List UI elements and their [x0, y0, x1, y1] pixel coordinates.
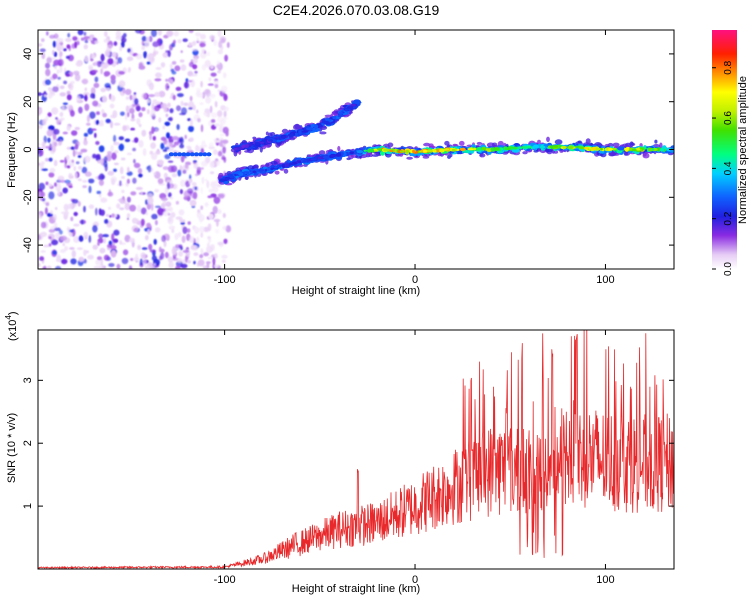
snr-y-multiplier: (x104) — [4, 311, 19, 341]
colorbar: 0.0 0.2 0.4 0.6 0.8 Normalized spectral ampl… — [712, 30, 749, 276]
y-tick-label: 2 — [22, 440, 34, 446]
y-tick-label: 20 — [22, 96, 34, 108]
snr-y-multiplier-exp: 4 — [4, 315, 13, 320]
spectrogram-x-ticks: -100 0 100 — [214, 30, 615, 286]
upper-branch-trace — [230, 99, 362, 157]
x-tick-label: 0 — [412, 274, 418, 286]
spectrogram-heatmap — [38, 30, 674, 269]
y-tick-label: -40 — [22, 237, 34, 253]
colorbar-tick-label: 0.6 — [723, 111, 734, 125]
figure-title: C2E4.2026.070.03.08.G19 — [273, 2, 440, 18]
colorbar-tick-label: 0.4 — [723, 161, 734, 175]
snr-y-ticks: 1 2 3 — [22, 377, 674, 509]
colorbar-tick-label: 0.2 — [723, 211, 734, 225]
snr-y-label: SNR (10 * v/v) — [6, 413, 18, 483]
colorbar-label: Normalized spectral amplitude — [737, 76, 749, 224]
x-tick-label: -100 — [214, 574, 236, 586]
main-signal-trace — [217, 136, 674, 186]
y-tick-label: 40 — [22, 48, 34, 60]
noise-region — [38, 30, 232, 269]
colorbar-tick-label: 0.0 — [723, 262, 734, 276]
spectrogram-chart: -100 0 100 -40 -20 0 20 40 Height of straight … — [6, 29, 675, 297]
colorbar-ticks: 0.0 0.2 0.4 0.6 0.8 — [712, 60, 734, 276]
colorbar-tick-label: 0.8 — [723, 60, 734, 74]
x-tick-label: 0 — [412, 574, 418, 586]
spectrogram-y-ticks: -40 -20 0 20 40 — [22, 48, 674, 253]
colorbar-scale — [712, 30, 737, 269]
spectrogram-y-label: Frequency (Hz) — [6, 112, 18, 188]
snr-x-ticks: -100 0 100 — [214, 330, 615, 586]
snr-series-line — [38, 330, 674, 569]
x-tick-label: 100 — [596, 574, 614, 586]
x-tick-label: -100 — [214, 274, 236, 286]
snr-x-label: Height of straight line (km) — [292, 583, 420, 595]
y-tick-label: -20 — [22, 189, 34, 205]
snr-frame — [37, 329, 675, 570]
y-tick-label: 3 — [22, 377, 34, 383]
spectrogram-x-label: Height of straight line (km) — [292, 285, 420, 297]
y-tick-label: 0 — [22, 146, 34, 152]
isolated-blob — [168, 152, 212, 157]
x-tick-label: 100 — [596, 274, 614, 286]
snr-chart: -100 0 100 1 2 3 Height of straight line (km… — [4, 311, 675, 595]
y-tick-label: 1 — [22, 503, 34, 509]
